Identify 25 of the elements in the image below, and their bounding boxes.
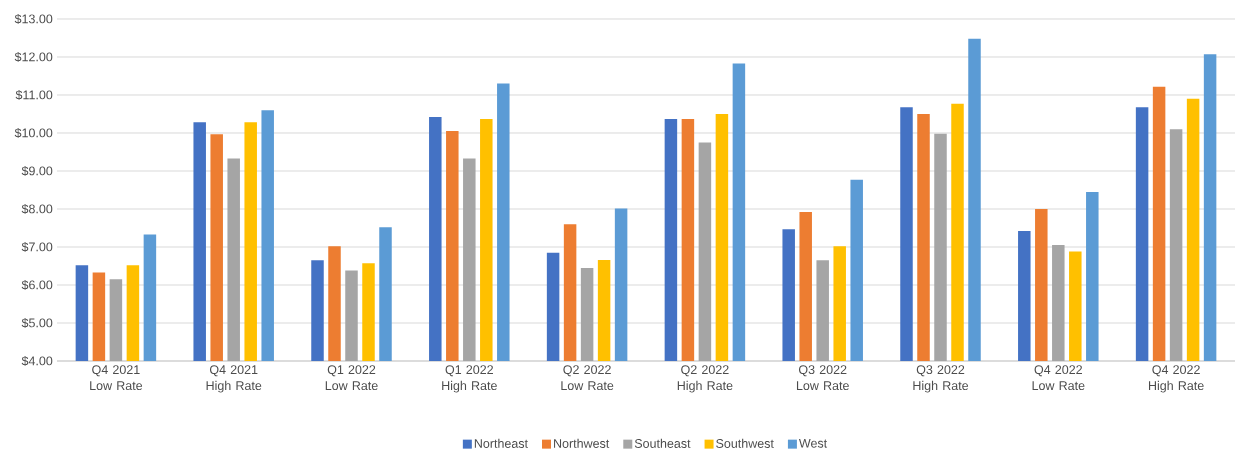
y-tick-label: $5.00 [21, 317, 53, 329]
legend-label: Northeast [474, 438, 528, 448]
x-tick-label: Q4 2021 Low Rate [90, 365, 143, 391]
x-tick-label: Q4 2021 High Rate [206, 365, 262, 393]
y-tick-label: $13.00 [14, 13, 53, 25]
y-tick-label: $4.00 [21, 355, 53, 367]
x-tick-label: Q4 2022 Low Rate [1032, 365, 1085, 391]
y-tick-label: $10.00 [14, 127, 53, 139]
legend-label: West [798, 438, 828, 448]
x-tick-label: Q2 2022 High Rate [677, 365, 733, 393]
x-tick-label: Q4 2022 High Rate [1148, 365, 1204, 393]
y-tick-label: $7.00 [21, 241, 53, 253]
x-tick-label: Q1 2022 Low Rate [325, 365, 378, 391]
x-tick-label: Q2 2022 Low Rate [561, 365, 614, 391]
legend-label: Southwest [716, 438, 774, 448]
x-tick-label: Q3 2022 Low Rate [796, 365, 849, 391]
y-tick-label: $8.00 [21, 203, 53, 215]
y-tick-label: $12.00 [14, 51, 53, 63]
y-tick-label: $6.00 [21, 279, 53, 291]
x-tick-label: Q3 2022 High Rate [913, 365, 969, 393]
y-tick-label: $11.00 [15, 89, 53, 101]
y-tick-label: $9.00 [21, 165, 53, 177]
legend-label: Southeast [634, 438, 691, 448]
x-tick-label: Q1 2022 High Rate [442, 365, 497, 393]
legend-label: Northwest [554, 438, 610, 448]
